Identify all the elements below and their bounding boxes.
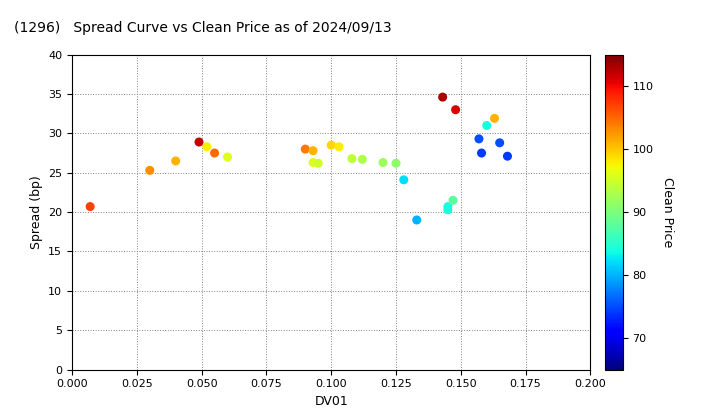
Point xyxy=(473,136,485,142)
Point xyxy=(390,160,402,167)
Point xyxy=(489,115,500,122)
Point xyxy=(442,206,454,213)
Point xyxy=(447,197,459,204)
Point xyxy=(312,160,324,167)
Point xyxy=(442,203,454,210)
Point xyxy=(325,142,337,149)
Point xyxy=(398,176,410,183)
Point xyxy=(377,159,389,166)
Point xyxy=(437,94,449,100)
Point xyxy=(193,139,204,145)
Point xyxy=(170,158,181,164)
Point xyxy=(300,146,311,152)
Point xyxy=(144,167,156,174)
Point xyxy=(494,139,505,146)
Y-axis label: Spread (bp): Spread (bp) xyxy=(30,175,42,249)
Point xyxy=(333,143,345,150)
Point xyxy=(209,150,220,156)
Text: (1296)   Spread Curve vs Clean Price as of 2024/09/13: (1296) Spread Curve vs Clean Price as of… xyxy=(14,21,392,35)
Point xyxy=(307,159,319,166)
Point xyxy=(84,203,96,210)
Point xyxy=(346,155,358,162)
Point xyxy=(411,217,423,223)
Point xyxy=(307,147,319,154)
Point xyxy=(356,156,368,163)
Point xyxy=(222,154,233,160)
Point xyxy=(502,153,513,160)
Y-axis label: Clean Price: Clean Price xyxy=(662,177,675,247)
X-axis label: DV01: DV01 xyxy=(315,395,348,408)
Point xyxy=(450,106,462,113)
Point xyxy=(476,150,487,156)
Point xyxy=(481,122,492,129)
Point xyxy=(201,143,212,150)
